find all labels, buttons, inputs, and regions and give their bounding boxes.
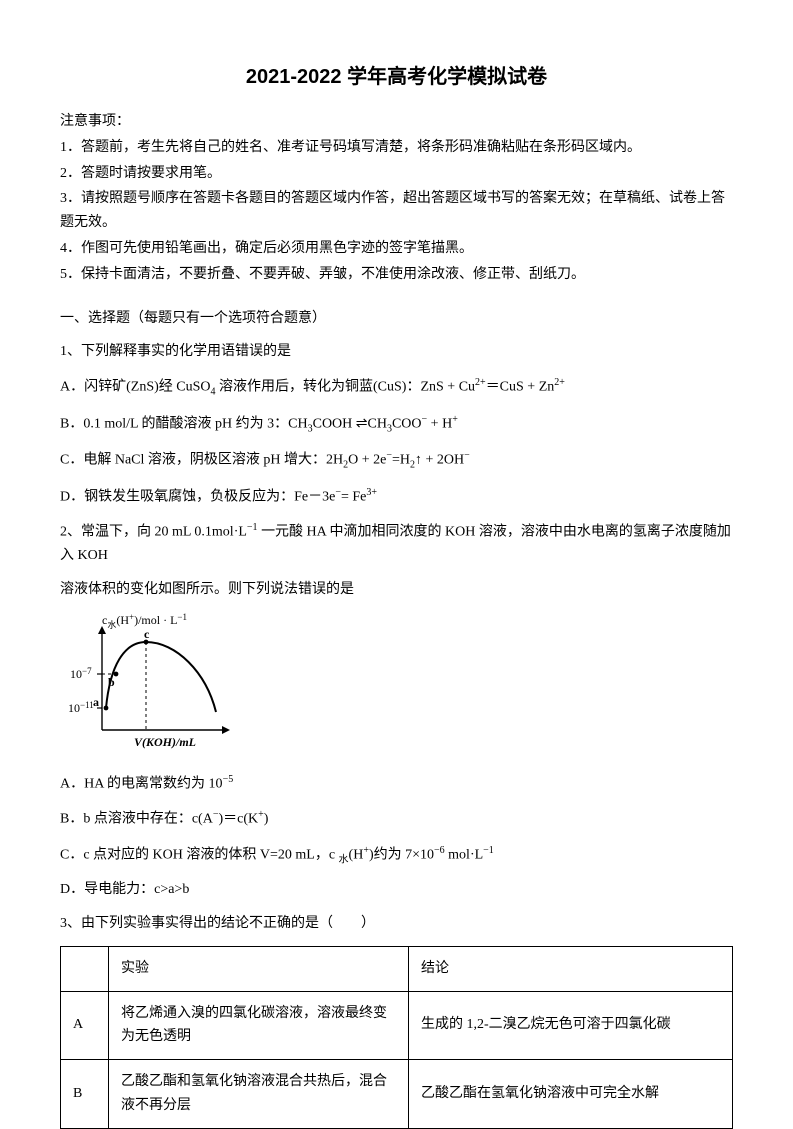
text: 溶液作用后，转化为铜蓝(CuS)：ZnS + Cu [216,380,476,395]
text: 2、常温下，向 20 mL 0.1mol·L [60,525,247,540]
text: A．闪锌矿(ZnS)经 CuSO [60,380,211,395]
superscript: 2+ [554,377,565,388]
text: + H [427,416,452,431]
point-label: b [108,675,115,689]
notice-item: 5．保持卡面清洁，不要折叠、不要弄破、弄皱，不准使用涂改液、修正带、刮纸刀。 [60,263,733,287]
text: ↑ + 2OH [415,453,464,468]
text: mol·L [445,847,484,862]
equilibrium-icon: ⇌ [356,416,368,431]
table-cell: 乙酸乙酯和氢氧化钠溶液混合共热后，混合液不再分层 [109,1060,409,1129]
superscript: −1 [483,845,494,856]
text: C．电解 NaCl 溶液，阴极区溶液 pH 增大：2H [60,453,343,468]
table-cell: 将乙烯通入溴的四氯化碳溶液，溶液最终变为无色透明 [109,991,409,1060]
text: (H [349,847,364,862]
superscript: + [452,414,458,425]
experiment-table: 实验 结论 A 将乙烯通入溴的四氯化碳溶液，溶液最终变为无色透明 生成的 1,2… [60,946,733,1129]
table-header: 实验 [109,946,409,991]
text: )约为 7×10 [369,847,434,862]
option-b: B．b 点溶液中存在：c(A−)＝c(K+) [60,806,733,831]
text: O + 2e [348,453,386,468]
text: =H [392,453,410,468]
text: COO [392,416,422,431]
superscript: − [464,450,470,461]
text: CH [368,416,387,431]
superscript: −6 [434,845,445,856]
chart-figure: c水(H+)/mol · L−1 10−7 10−11 a b c V(KOH)… [66,612,733,761]
notice-item: 3．请按照题号顺序在答题卡各题目的答题区域内作答，超出答题区域书写的答案无效；在… [60,187,733,235]
text: )＝c(K [218,812,258,827]
point-label: a [93,695,99,709]
text: B．0.1 mol/L 的醋酸溶液 pH 约为 3：CH [60,416,308,431]
axis-label: (H [116,613,129,627]
option-d: D．导电能力：c>a>b [60,878,733,902]
point-label: c [144,627,150,641]
subscript: 水 [107,619,116,630]
superscript: 3+ [366,487,377,498]
superscript: −5 [223,774,234,785]
text: B．b 点溶液中存在：c(A [60,812,213,827]
text: ＝CuS + Zn [486,380,555,395]
question-stem: 溶液体积的变化如图所示。则下列说法错误的是 [60,578,733,602]
text: COOH [313,416,356,431]
option-b: B．0.1 mol/L 的醋酸溶液 pH 约为 3：CH3COOH ⇌CH3CO… [60,411,733,437]
notice-item: 2．答题时请按要求用笔。 [60,162,733,186]
axis-label: V(KOH)/mL [134,735,196,749]
table-header [61,946,109,991]
axis-label: )/mol · L [134,613,177,627]
superscript: 2+ [475,377,486,388]
table-cell: 乙酸乙酯在氢氧化钠溶液中可完全水解 [409,1060,733,1129]
option-c: C．c 点对应的 KOH 溶液的体积 V=20 mL，c 水(H+)约为 7×1… [60,842,733,868]
notice-list: 1．答题前，考生先将自己的姓名、准考证号码填写清楚，将条形码准确粘贴在条形码区域… [60,136,733,287]
text: D．钢铁发生吸氧腐蚀，负极反应为：Fe－3e [60,489,335,504]
notice-item: 1．答题前，考生先将自己的姓名、准考证号码填写清楚，将条形码准确粘贴在条形码区域… [60,136,733,160]
notice-heading: 注意事项： [60,110,733,134]
question-stem: 1、下列解释事实的化学用语错误的是 [60,340,733,364]
table-cell: A [61,991,109,1060]
text: A．HA 的电离常数约为 10 [60,776,223,791]
svg-text:10−11: 10−11 [68,700,94,715]
option-d: D．钢铁发生吸氧腐蚀，负极反应为：Fe－3e−= Fe3+ [60,484,733,509]
superscript: −11 [80,700,94,710]
section-heading: 一、选择题（每题只有一个选项符合题意） [60,307,733,331]
question-stem: 2、常温下，向 20 mL 0.1mol·L−1 一元酸 HA 中滴加相同浓度的… [60,519,733,568]
text: C．c 点对应的 KOH 溶液的体积 V=20 mL，c [60,847,339,862]
question-stem: 3、由下列实验事实得出的结论不正确的是（ ） [60,912,733,936]
tick-label: 10 [70,667,82,681]
svg-text:10−7: 10−7 [70,666,92,681]
text: ) [264,812,269,827]
table-row: 实验 结论 [61,946,733,991]
text: = Fe [341,489,366,504]
table-header: 结论 [409,946,733,991]
superscript: −1 [177,612,187,622]
superscript: −7 [82,666,92,676]
option-c: C．电解 NaCl 溶液，阴极区溶液 pH 增大：2H2O + 2e−=H2↑ … [60,447,733,473]
table-cell: 生成的 1,2-二溴乙烷无色可溶于四氯化碳 [409,991,733,1060]
option-a: A．HA 的电离常数约为 10−5 [60,771,733,796]
superscript: −1 [247,522,258,533]
table-row: A 将乙烯通入溴的四氯化碳溶液，溶液最终变为无色透明 生成的 1,2-二溴乙烷无… [61,991,733,1060]
table-cell: B [61,1060,109,1129]
notice-item: 4．作图可先使用铅笔画出，确定后必须用黑色字迹的签字笔描黑。 [60,237,733,261]
table-row: B 乙酸乙酯和氢氧化钠溶液混合共热后，混合液不再分层 乙酸乙酯在氢氧化钠溶液中可… [61,1060,733,1129]
option-a: A．闪锌矿(ZnS)经 CuSO4 溶液作用后，转化为铜蓝(CuS)：ZnS +… [60,374,733,400]
tick-label: 10 [68,701,80,715]
page-title: 2021-2022 学年高考化学模拟试卷 [60,60,733,94]
subscript: 水 [339,854,349,865]
